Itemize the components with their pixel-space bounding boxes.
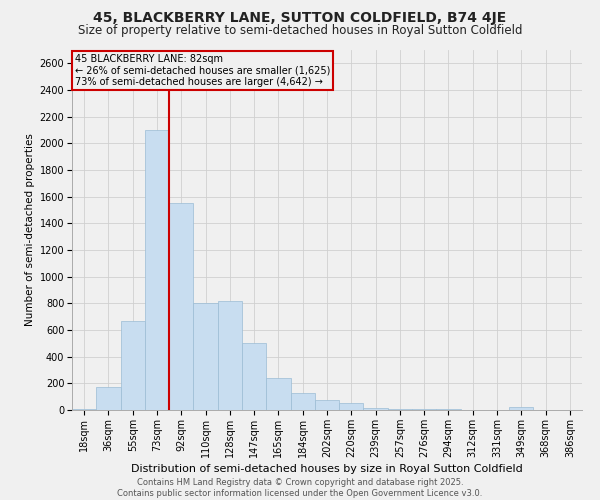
Bar: [193, 304, 218, 410]
Bar: [96, 388, 121, 410]
Bar: [290, 392, 315, 410]
Bar: [242, 344, 266, 410]
Bar: [509, 408, 533, 410]
Text: Size of property relative to semi-detached houses in Royal Sutton Coldfield: Size of property relative to semi-detach…: [78, 24, 522, 37]
Bar: [145, 130, 169, 410]
Text: Contains HM Land Registry data © Crown copyright and database right 2025.
Contai: Contains HM Land Registry data © Crown c…: [118, 478, 482, 498]
Bar: [121, 320, 145, 410]
Text: 45, BLACKBERRY LANE, SUTTON COLDFIELD, B74 4JE: 45, BLACKBERRY LANE, SUTTON COLDFIELD, B…: [94, 11, 506, 25]
Bar: [364, 408, 388, 410]
Bar: [388, 409, 412, 410]
Bar: [339, 404, 364, 410]
Text: 45 BLACKBERRY LANE: 82sqm
← 26% of semi-detached houses are smaller (1,625)
73% : 45 BLACKBERRY LANE: 82sqm ← 26% of semi-…: [74, 54, 330, 87]
Y-axis label: Number of semi-detached properties: Number of semi-detached properties: [25, 134, 35, 326]
Bar: [266, 378, 290, 410]
Bar: [218, 300, 242, 410]
Bar: [315, 400, 339, 410]
Bar: [169, 204, 193, 410]
X-axis label: Distribution of semi-detached houses by size in Royal Sutton Coldfield: Distribution of semi-detached houses by …: [131, 464, 523, 474]
